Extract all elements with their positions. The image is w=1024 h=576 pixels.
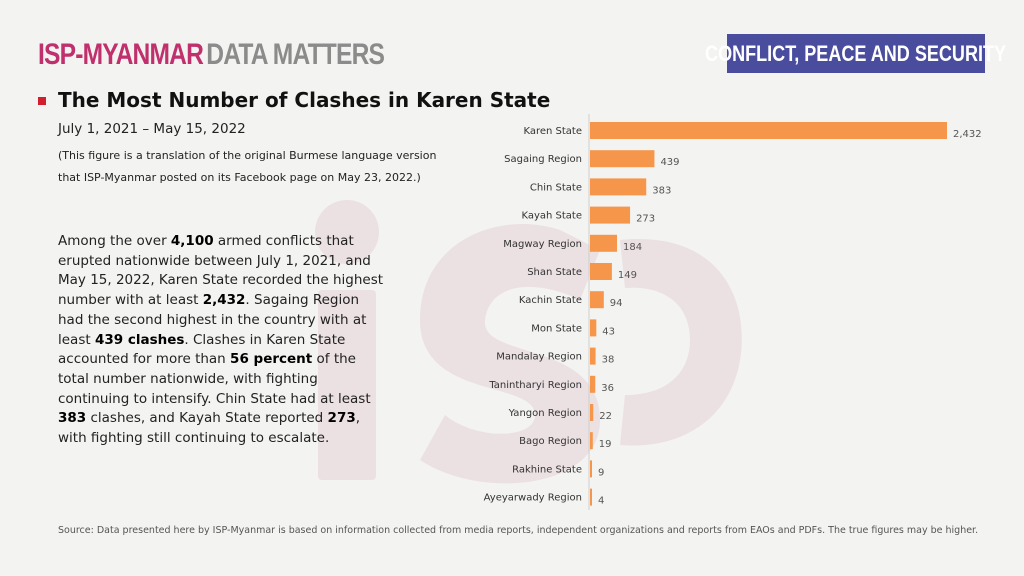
title-bullet: [38, 97, 46, 105]
translation-note: (This figure is a translation of the ori…: [58, 145, 478, 189]
bar: [590, 206, 631, 224]
summary-text: Among the over 4,100 armed conflicts tha…: [58, 232, 388, 449]
bar: [590, 291, 604, 309]
bar: [590, 432, 593, 450]
summary-highlight: 4,100: [170, 233, 214, 249]
value-label: 383: [652, 185, 671, 196]
category-label: Shan State: [527, 267, 582, 278]
value-label: 19: [599, 439, 612, 450]
summary-highlight: 56 percent: [230, 351, 313, 368]
category-badge: CONFLICT, PEACE AND SECURITY: [705, 34, 1007, 73]
bar: [590, 460, 592, 478]
value-label: 184: [623, 242, 642, 253]
category-label: Chin State: [530, 182, 582, 193]
isp-watermark: [315, 200, 742, 484]
summary-run: Among the over: [58, 233, 171, 249]
category-label: Sagaing Region: [504, 154, 582, 165]
category-label: Kayah State: [521, 211, 582, 222]
bar: [590, 263, 612, 280]
summary-highlight: 439 clashes: [94, 331, 185, 348]
summary-run: of the total number nationwide, with fig…: [58, 351, 371, 407]
summary-run: . Clashes in Karen State accounted for m…: [58, 331, 346, 368]
source-note: Source: Data presented here by ISP-Myanm…: [58, 525, 979, 536]
value-label: 43: [602, 326, 615, 337]
category-label: Tanintharyi Region: [488, 380, 582, 391]
bar: [590, 375, 596, 393]
summary-run: . Sagaing Region had the second highest …: [58, 292, 367, 348]
value-label: 2,432: [953, 129, 982, 140]
value-label: 439: [660, 157, 679, 168]
value-label: 9: [598, 467, 604, 478]
summary-highlight: 273: [327, 410, 356, 427]
category-label: Kachin State: [519, 295, 582, 306]
summary-run: clashes, and Kayah State reported: [86, 410, 328, 427]
summary-run: , with fighting still continuing to esca…: [58, 410, 361, 447]
chart-title: The Most Number of Clashes in Karen Stat…: [58, 88, 551, 112]
brand-data-matters: DATA MATTERS: [206, 38, 385, 71]
category-label: Mon State: [531, 323, 582, 334]
brand-isp: ISP-MYANMAR: [38, 38, 204, 71]
category-label: Magway Region: [503, 239, 582, 250]
summary-run: armed conflicts that erupted nationwide …: [58, 233, 384, 309]
bar: [590, 488, 592, 506]
category-label: Mandalay Region: [496, 352, 582, 363]
translation-note-line2: that ISP-Myanmar posted on its Facebook …: [58, 171, 421, 184]
category-label: Ayeyarwady Region: [484, 493, 582, 504]
value-label: 4: [598, 496, 604, 507]
summary-highlight: 2,432: [202, 292, 246, 309]
category-label: Karen State: [523, 126, 582, 137]
bar: [590, 347, 596, 365]
category-label: Bago Region: [519, 436, 582, 447]
value-label: 273: [636, 214, 655, 225]
value-label: 38: [602, 355, 615, 366]
value-label: 22: [599, 411, 612, 422]
bar: [590, 404, 594, 421]
translation-note-line1: (This figure is a translation of the ori…: [58, 149, 437, 162]
value-label: 36: [601, 383, 614, 394]
bar: [590, 150, 655, 168]
brand-logo: ISP-MYANMAR DATA MATTERS: [38, 38, 385, 72]
summary-highlight: 383: [58, 410, 87, 427]
category-label: Yangon Region: [508, 408, 582, 419]
bar: [590, 319, 597, 337]
bar: [590, 234, 618, 252]
category-label: CONFLICT, PEACE AND SECURITY: [705, 40, 1007, 66]
value-label: 94: [610, 298, 623, 309]
bar: [590, 178, 647, 196]
bar: [590, 122, 947, 139]
category-label: Rakhine State: [512, 464, 582, 475]
value-label: 149: [618, 270, 637, 281]
date-range: July 1, 2021 – May 15, 2022: [58, 121, 246, 137]
